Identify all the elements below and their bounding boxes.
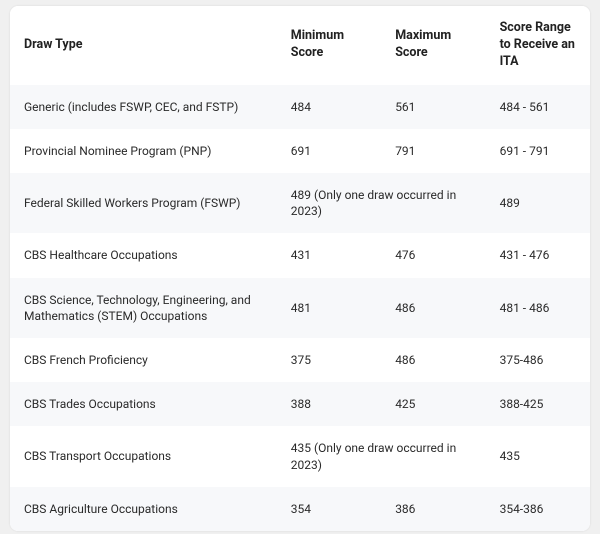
col-header-draw-type: Draw Type xyxy=(10,6,277,85)
cell-score-range: 435 xyxy=(486,426,590,486)
cell-merged-score-note: 489 (Only one draw occurred in 2023) xyxy=(277,173,486,233)
table-row: CBS French Proficiency375486375-486 xyxy=(10,338,590,382)
cell-draw-type: CBS Trades Occupations xyxy=(10,382,277,426)
cell-draw-type: Provincial Nominee Program (PNP) xyxy=(10,129,277,173)
cell-max-score: 791 xyxy=(381,129,485,173)
table-row: CBS Transport Occupations435 (Only one d… xyxy=(10,426,590,486)
cell-max-score: 561 xyxy=(381,85,485,129)
cell-score-range: 691 - 791 xyxy=(486,129,590,173)
cell-score-range: 375-486 xyxy=(486,338,590,382)
cell-min-score: 354 xyxy=(277,487,381,531)
cell-draw-type: CBS Agriculture Occupations xyxy=(10,487,277,531)
table-row: Generic (includes FSWP, CEC, and FSTP)48… xyxy=(10,85,590,129)
cell-draw-type: CBS Science, Technology, Engineering, an… xyxy=(10,278,277,338)
score-table: Draw Type Minimum Score Maximum Score Sc… xyxy=(10,6,590,531)
cell-score-range: 484 - 561 xyxy=(486,85,590,129)
page: Draw Type Minimum Score Maximum Score Sc… xyxy=(0,0,600,534)
col-header-min-score: Minimum Score xyxy=(277,6,381,85)
table-header-row: Draw Type Minimum Score Maximum Score Sc… xyxy=(10,6,590,85)
cell-max-score: 425 xyxy=(381,382,485,426)
cell-draw-type: CBS Transport Occupations xyxy=(10,426,277,486)
table-row: CBS Trades Occupations388425388-425 xyxy=(10,382,590,426)
table-row: CBS Healthcare Occupations431476431 - 47… xyxy=(10,233,590,277)
table-row: Federal Skilled Workers Program (FSWP)48… xyxy=(10,173,590,233)
cell-min-score: 484 xyxy=(277,85,381,129)
cell-score-range: 354-386 xyxy=(486,487,590,531)
cell-score-range: 481 - 486 xyxy=(486,278,590,338)
cell-draw-type: CBS Healthcare Occupations xyxy=(10,233,277,277)
cell-min-score: 431 xyxy=(277,233,381,277)
col-header-score-range: Score Range to Receive an ITA xyxy=(486,6,590,85)
cell-score-range: 388-425 xyxy=(486,382,590,426)
table-body: Generic (includes FSWP, CEC, and FSTP)48… xyxy=(10,85,590,531)
cell-max-score: 486 xyxy=(381,338,485,382)
cell-max-score: 386 xyxy=(381,487,485,531)
cell-draw-type: Federal Skilled Workers Program (FSWP) xyxy=(10,173,277,233)
col-header-max-score: Maximum Score xyxy=(381,6,485,85)
cell-min-score: 388 xyxy=(277,382,381,426)
cell-min-score: 691 xyxy=(277,129,381,173)
table-row: CBS Agriculture Occupations354386354-386 xyxy=(10,487,590,531)
cell-min-score: 375 xyxy=(277,338,381,382)
cell-draw-type: CBS French Proficiency xyxy=(10,338,277,382)
cell-merged-score-note: 435 (Only one draw occurred in 2023) xyxy=(277,426,486,486)
table-row: CBS Science, Technology, Engineering, an… xyxy=(10,278,590,338)
cell-draw-type: Generic (includes FSWP, CEC, and FSTP) xyxy=(10,85,277,129)
cell-score-range: 489 xyxy=(486,173,590,233)
table-row: Provincial Nominee Program (PNP)69179169… xyxy=(10,129,590,173)
cell-max-score: 486 xyxy=(381,278,485,338)
cell-score-range: 431 - 476 xyxy=(486,233,590,277)
cell-min-score: 481 xyxy=(277,278,381,338)
score-table-container: Draw Type Minimum Score Maximum Score Sc… xyxy=(10,6,590,531)
cell-max-score: 476 xyxy=(381,233,485,277)
